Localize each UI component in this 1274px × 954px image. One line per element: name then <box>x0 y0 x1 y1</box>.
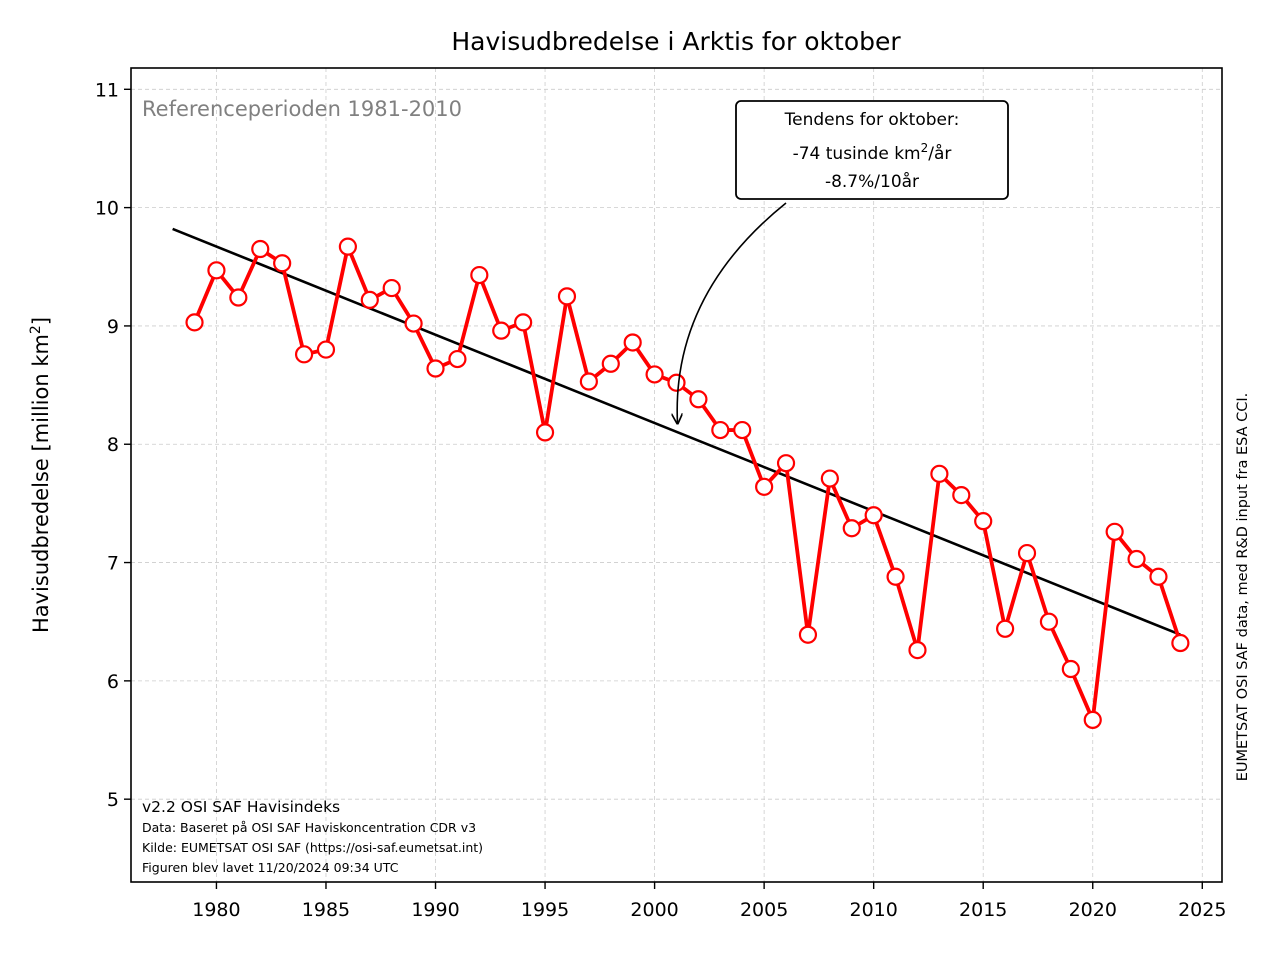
data-point <box>273 254 292 273</box>
annotation-line-3: -8.7%/10år <box>825 171 919 192</box>
annotation-box <box>735 100 1009 200</box>
data-point <box>470 265 489 285</box>
series-line <box>192 244 1183 722</box>
x-tick-label: 2005 <box>740 899 788 921</box>
data-point <box>557 287 577 306</box>
data-point <box>667 373 686 392</box>
data-point <box>316 340 336 359</box>
x-tick-label: 2000 <box>630 899 678 921</box>
data-point <box>404 314 423 333</box>
data-point <box>689 390 708 409</box>
data-point <box>776 454 796 473</box>
y-tick-label: 10 <box>95 198 119 220</box>
x-tick-label: 2015 <box>959 899 1007 921</box>
data-point <box>864 506 883 525</box>
data-point <box>579 372 598 391</box>
data-point <box>798 625 818 644</box>
x-tick-label: 1995 <box>521 899 569 921</box>
data-point <box>733 420 752 440</box>
data-point <box>1105 522 1124 541</box>
data-point <box>1171 633 1190 653</box>
x-tick-label: 1985 <box>302 899 350 921</box>
y-tick-label: 5 <box>107 789 119 811</box>
y-tick-label: 8 <box>107 434 119 456</box>
annotation-line-2: -74 tusinde km2/år <box>793 141 952 164</box>
data-point <box>623 333 642 352</box>
data-point <box>338 237 357 256</box>
y-tick-label: 7 <box>107 553 119 575</box>
data-point <box>974 512 993 531</box>
chart-title: Havisudbredelse i Arktis for oktober <box>451 27 901 56</box>
data-point <box>1017 543 1037 563</box>
trend-series <box>172 227 1181 636</box>
data-point <box>426 359 445 378</box>
data-point <box>1127 549 1146 569</box>
side-attribution: EUMETSAT OSI SAF data, med R&D input fra… <box>1235 393 1251 782</box>
footer-version: v2.2 OSI SAF Havisindeks <box>142 798 340 816</box>
x-tick-label: 1980 <box>192 899 240 921</box>
data-point <box>645 365 664 384</box>
grid-lines <box>131 68 1222 882</box>
footer-credit: Kilde: EUMETSAT OSI SAF (https://osi-saf… <box>142 840 483 855</box>
y-axis-label: Havisudbredelse [million km2] <box>28 317 53 633</box>
data-point <box>996 619 1015 638</box>
data-point <box>820 469 839 488</box>
trend-annotation: Tendens for oktober: -74 tusinde km2/år … <box>677 100 1009 423</box>
data-point <box>294 345 314 364</box>
x-tick-label: 2010 <box>849 899 897 921</box>
data-point <box>1061 659 1080 679</box>
reference-period-label: Referenceperioden 1981-2010 <box>142 97 462 121</box>
y-axis: 5 6 7 8 9 10 11 <box>95 79 131 811</box>
annotation-arrow <box>677 202 787 423</box>
y-tick-label: 9 <box>107 316 119 338</box>
footer-data-source: Data: Baseret på OSI SAF Haviskoncentrat… <box>142 820 476 835</box>
data-point <box>448 349 467 369</box>
data-point <box>1039 612 1059 631</box>
footer-notes: v2.2 OSI SAF Havisindeks Data: Baseret p… <box>142 798 483 875</box>
data-point <box>930 464 949 483</box>
data-point <box>1083 710 1102 730</box>
x-tick-label: 1990 <box>411 899 459 921</box>
trend-line <box>172 227 1181 636</box>
data-point <box>1149 567 1168 586</box>
data-point <box>382 278 401 298</box>
data-point <box>535 423 555 442</box>
footer-timestamp: Figuren blev lavet 11/20/2024 09:34 UTC <box>142 860 399 875</box>
data-point <box>842 519 861 538</box>
data-point <box>711 420 730 440</box>
data-point <box>755 477 774 496</box>
x-tick-label: 2020 <box>1069 899 1117 921</box>
data-point <box>908 641 927 660</box>
x-axis: 1980 1985 1990 1995 2000 2005 2010 2015 2020 2025 <box>192 882 1226 921</box>
data-point <box>514 313 533 332</box>
data-point <box>492 321 511 340</box>
data-point <box>229 288 248 307</box>
data-point <box>952 486 971 505</box>
plot-area <box>130 67 1223 883</box>
data-series <box>185 237 1190 730</box>
data-point <box>185 313 204 332</box>
y-tick-label: 6 <box>107 671 119 693</box>
annotation-line-1: Tendens for oktober: <box>784 110 960 130</box>
data-point <box>251 239 270 259</box>
data-point <box>360 290 379 309</box>
data-point <box>207 261 226 280</box>
y-tick-label: 11 <box>95 79 119 101</box>
x-tick-label: 2025 <box>1178 899 1226 921</box>
data-point <box>601 354 620 373</box>
data-point <box>886 567 905 586</box>
